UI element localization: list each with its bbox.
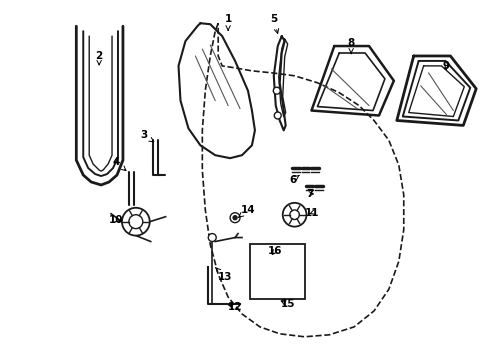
Circle shape	[273, 87, 280, 94]
Circle shape	[230, 213, 240, 223]
Text: 4: 4	[112, 157, 126, 171]
Text: 6: 6	[288, 175, 299, 185]
Text: 7: 7	[305, 189, 313, 199]
Circle shape	[122, 208, 149, 235]
Text: 13: 13	[215, 267, 232, 282]
Text: 16: 16	[267, 247, 282, 256]
Text: 11: 11	[305, 208, 319, 218]
Circle shape	[289, 210, 299, 220]
Text: 10: 10	[108, 215, 123, 225]
Circle shape	[208, 234, 216, 242]
Text: 1: 1	[224, 14, 231, 30]
Text: 15: 15	[280, 299, 294, 309]
Text: 2: 2	[95, 51, 102, 65]
Text: 3: 3	[140, 130, 153, 142]
Text: 9: 9	[442, 61, 449, 71]
Text: 14: 14	[238, 205, 255, 217]
Circle shape	[274, 112, 281, 119]
Text: 8: 8	[347, 38, 354, 54]
Circle shape	[233, 216, 237, 220]
Bar	[249, 244, 304, 299]
Circle shape	[129, 215, 142, 229]
Circle shape	[282, 203, 306, 227]
Text: 12: 12	[227, 302, 242, 312]
Text: 5: 5	[269, 14, 278, 33]
